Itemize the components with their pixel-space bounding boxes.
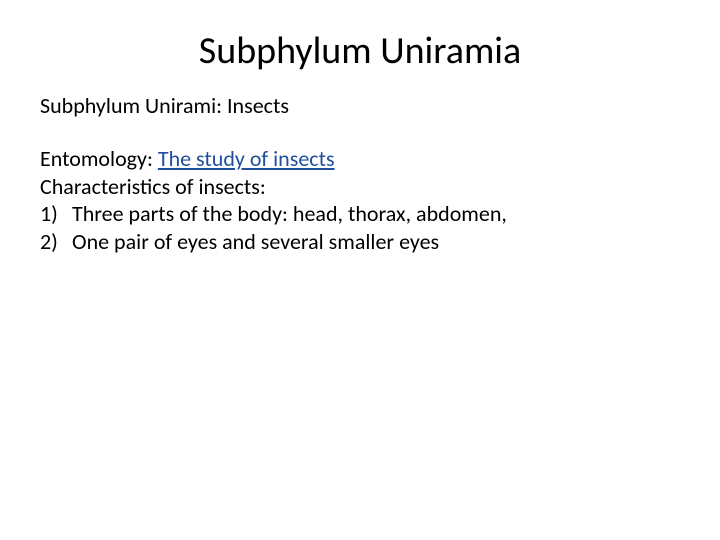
list-text: Three parts of the body: head, thorax, a… — [72, 200, 507, 227]
slide-container: Subphylum Uniramia Subphylum Unirami: In… — [0, 0, 720, 540]
entomology-line: Entomology: The study of insects — [40, 145, 680, 173]
list-text: One pair of eyes and several smaller eye… — [72, 228, 439, 255]
list-number: 2) — [40, 228, 72, 256]
list-item: 2)One pair of eyes and several smaller e… — [40, 228, 680, 256]
entomology-definition: The study of insects — [158, 145, 335, 172]
list-item: 1)Three parts of the body: head, thorax,… — [40, 200, 680, 228]
characteristics-heading: Characteristics of insects: — [40, 173, 680, 201]
slide-title: Subphylum Uniramia — [40, 28, 680, 74]
list-number: 1) — [40, 200, 72, 228]
entomology-label: Entomology: — [40, 145, 158, 172]
slide-subtitle: Subphylum Unirami: Insects — [40, 92, 680, 119]
